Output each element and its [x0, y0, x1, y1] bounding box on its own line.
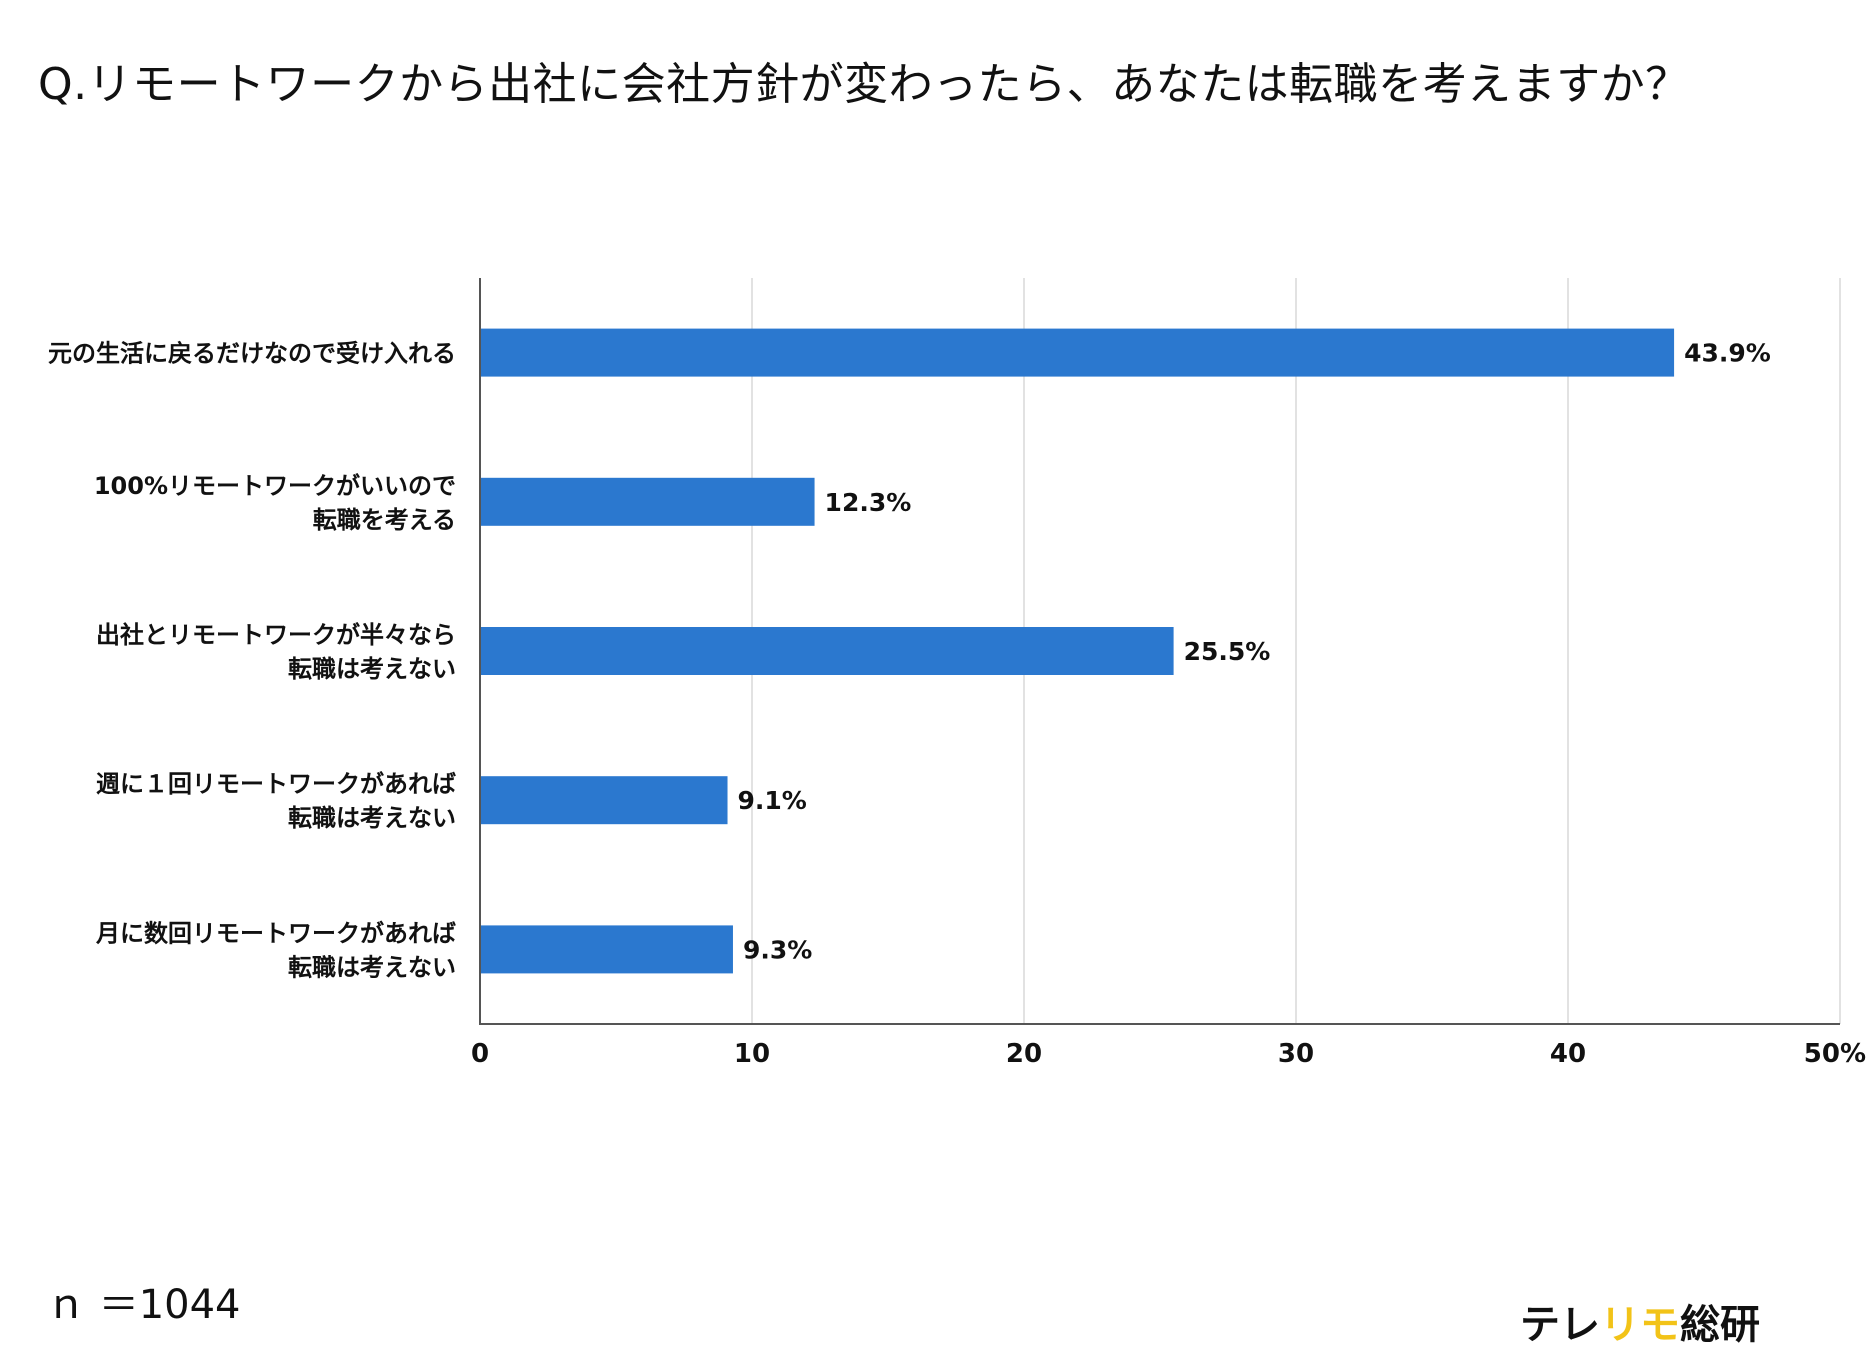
chart-title: Q.リモートワークから出社に会社方針が変わったら、あなたは転職を考えますか？	[38, 59, 1690, 110]
value-label-4: 9.3%	[743, 935, 812, 964]
value-label-0: 43.9%	[1684, 339, 1771, 368]
category-label-3-0: 週に１回リモートワークがあれば	[96, 770, 456, 798]
axes	[479, 278, 1840, 1025]
bar-2	[480, 627, 1174, 675]
category-label-1-1: 転職を考える	[313, 506, 456, 534]
labels: 43.9% 元の生活に戻るだけなので受け入れる 12.3% 100%リモートワークがい…	[48, 339, 1866, 1069]
category-label-1-0: 100%リモートワークがいいので	[94, 472, 456, 500]
bar-3	[480, 776, 728, 825]
x-tick-label-10: 10	[734, 1039, 770, 1069]
category-label-0-0: 元の生活に戻るだけなので受け入れる	[48, 340, 456, 368]
value-label-1: 12.3%	[825, 488, 912, 517]
category-label-3-1: 転職は考えない	[288, 804, 456, 832]
category-label-2-0: 出社とリモートワークが半々なら	[96, 621, 456, 649]
x-tick-label-40: 40	[1550, 1039, 1586, 1069]
x-tick-label-0: 0	[471, 1039, 489, 1069]
category-label-4-1: 転職は考えない	[288, 953, 456, 981]
bar-0	[480, 328, 1675, 377]
logo-part-1: テレ	[1520, 1302, 1600, 1348]
x-tick-label-50: 50%	[1804, 1039, 1866, 1069]
x-tick-label-20: 20	[1006, 1039, 1042, 1069]
logo-part-3: 総研	[1680, 1302, 1760, 1348]
sample-size-label: ｎ ＝1044	[46, 1282, 241, 1328]
bar-4	[480, 925, 733, 974]
category-label-4-0: 月に数回リモートワークがあれば	[95, 919, 456, 947]
value-label-2: 25.5%	[1184, 637, 1271, 666]
value-label-3: 9.1%	[738, 786, 807, 815]
x-tick-label-30: 30	[1278, 1039, 1314, 1069]
bars	[480, 328, 1675, 974]
logo-part-2: リモ	[1600, 1302, 1680, 1348]
bar-1	[480, 477, 815, 526]
category-label-2-1: 転職は考えない	[288, 655, 456, 683]
brand-logo: テレリモ総研	[1520, 1292, 1760, 1350]
